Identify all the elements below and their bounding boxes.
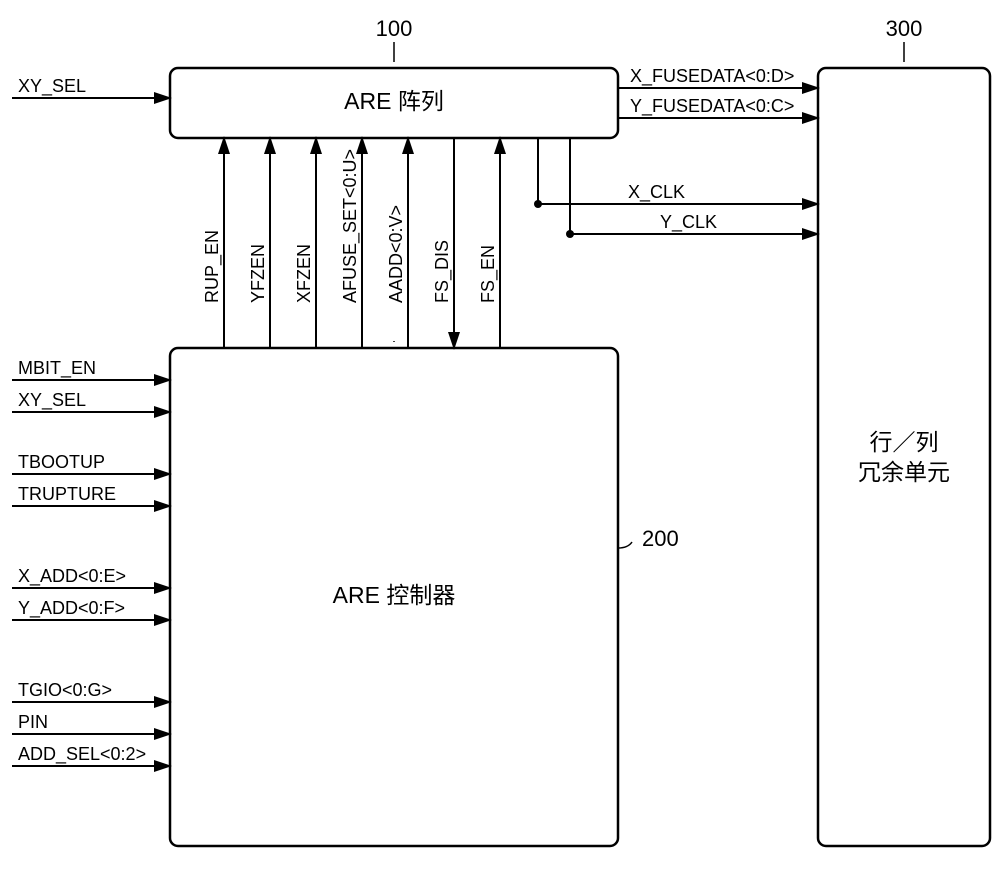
- sig-label-Y_CLK: Y_CLK: [660, 212, 717, 233]
- sig-label-Y_FUSEDATA<0:C>: Y_FUSEDATA<0:C>: [630, 96, 794, 117]
- sig-label-AADD<0:V>: AADD<0:V>: [386, 205, 406, 303]
- sig-label-X_ADD<0:E>: X_ADD<0:E>: [18, 566, 126, 587]
- ref-200-side: 200: [642, 526, 679, 551]
- sig-label-X_FUSEDATA<0:D>: X_FUSEDATA<0:D>: [630, 66, 794, 87]
- block-ref-are-array: 100: [376, 16, 413, 41]
- block-label-are-array: ARE 阵列: [344, 88, 444, 114]
- sig-label-YFZEN: YFZEN: [248, 244, 268, 303]
- sig-label-X_CLK: X_CLK: [628, 182, 685, 203]
- block-label-are-controller: ARE 控制器: [333, 582, 456, 608]
- sig-label-TGIO<0:G>: TGIO<0:G>: [18, 680, 112, 700]
- sig-label-FS_EN: FS_EN: [478, 245, 499, 303]
- sig-label-Y_ADD<0:F>: Y_ADD<0:F>: [18, 598, 125, 619]
- sig-label-XY_SEL: XY_SEL: [18, 76, 86, 97]
- sig-label-TBOOTUP: TBOOTUP: [18, 452, 105, 472]
- sig-label-XFZEN: XFZEN: [294, 244, 314, 303]
- block-label-redundancy: 行／列冗余单元: [858, 429, 950, 485]
- sig-label-TRUPTURE: TRUPTURE: [18, 484, 116, 504]
- sig-label-RUP_EN: RUP_EN: [202, 230, 223, 303]
- block-ref-redundancy: 300: [886, 16, 923, 41]
- sig-label-FS_DIS: FS_DIS: [432, 240, 453, 303]
- sig-label-XY_SEL: XY_SEL: [18, 390, 86, 411]
- sig-label-MBIT_EN: MBIT_EN: [18, 358, 96, 379]
- sig-label-AFUSE_SET<0:U>: AFUSE_SET<0:U>: [340, 149, 361, 303]
- sig-label-ADD_SEL<0:2>: ADD_SEL<0:2>: [18, 744, 146, 765]
- sig-label-PIN: PIN: [18, 712, 48, 732]
